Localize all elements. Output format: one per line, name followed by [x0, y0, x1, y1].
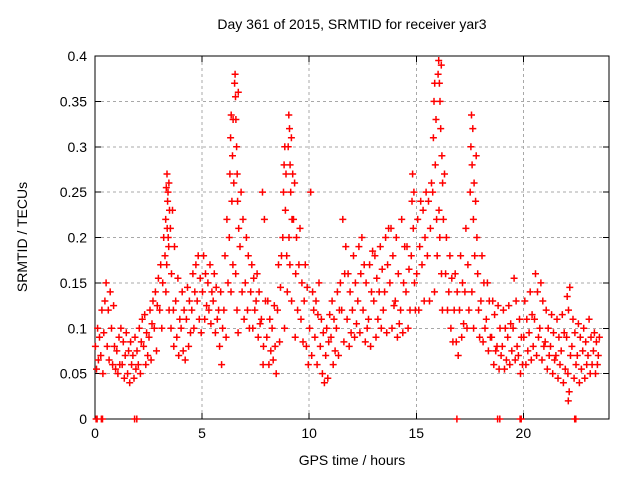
y-tick-label: 0.1 [68, 320, 88, 336]
plot-frame [94, 55, 610, 420]
x-tick-label: 0 [91, 425, 99, 441]
chart-title: Day 361 of 2015, SRMTID for receiver yar… [217, 16, 487, 32]
y-tick-label: 0.2 [68, 230, 88, 246]
y-tick-label: 0 [79, 411, 87, 427]
x-tick-label: 10 [301, 425, 317, 441]
x-axis-title: GPS time / hours [298, 452, 406, 468]
y-tick-label: 0.05 [60, 366, 87, 382]
y-tick-label: 0.3 [68, 139, 88, 155]
y-tick-label: 0.4 [68, 48, 88, 64]
y-tick-label: 0.35 [60, 93, 87, 109]
scatter-points [91, 57, 603, 423]
x-tick-label: 5 [198, 425, 206, 441]
x-tick-label: 20 [516, 425, 532, 441]
y-tick-label: 0.15 [60, 275, 87, 291]
x-tick-label: 15 [408, 425, 424, 441]
y-tick-label: 0.25 [60, 184, 87, 200]
